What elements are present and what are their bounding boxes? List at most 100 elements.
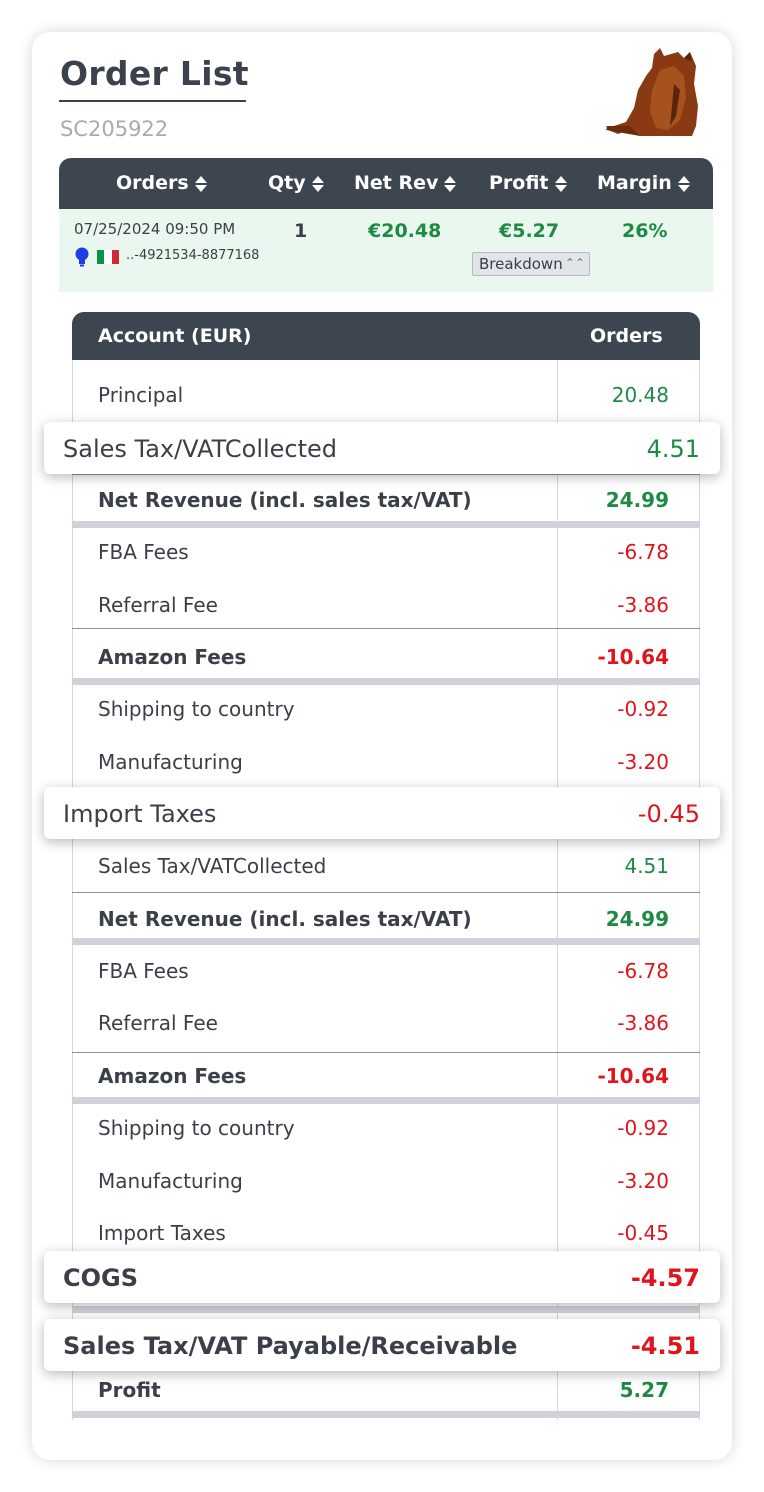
- orders-column-header[interactable]: Orders: [116, 172, 207, 194]
- row-label: Amazon Fees: [98, 1064, 247, 1088]
- row-label: Manufacturing: [98, 1169, 243, 1193]
- table-row: Shipping to country -0.92: [72, 683, 700, 735]
- order-date: 07/25/2024 09:50 PM: [74, 220, 236, 238]
- order-id[interactable]: ..-4921534-8877168: [126, 248, 260, 263]
- section-divider: [72, 678, 700, 685]
- chevron-up-icon: ⌃⌃: [564, 256, 585, 270]
- order-margin: 26%: [622, 220, 668, 242]
- row-divider: [72, 892, 700, 893]
- row-value: -3.20: [617, 750, 669, 774]
- section-divider: [72, 1411, 700, 1418]
- table-row: Referral Fee -3.86: [72, 579, 700, 631]
- table-row: Amazon Fees -10.64: [72, 1050, 700, 1102]
- sort-icon: [554, 175, 567, 193]
- orders-table-header: Orders Qty Net Rev Profit Margin: [59, 158, 713, 209]
- qty-header-label: Qty: [268, 172, 306, 194]
- section-divider: [72, 1097, 700, 1104]
- table-row: Referral Fee -3.86: [72, 997, 700, 1049]
- table-row: Sales Tax/VATCollected 4.51: [72, 840, 700, 892]
- row-value: -10.64: [597, 645, 669, 669]
- row-label: Net Revenue (incl. sales tax/VAT): [98, 907, 472, 931]
- row-label: Shipping to country: [98, 697, 295, 721]
- row-value: 4.51: [646, 435, 700, 463]
- row-label: Manufacturing: [98, 750, 243, 774]
- row-divider: [72, 1052, 700, 1053]
- lightbulb-icon: [75, 247, 89, 267]
- row-label: Referral Fee: [98, 1011, 218, 1035]
- column-divider: [557, 360, 558, 1420]
- row-value: -6.78: [617, 959, 669, 983]
- row-label: COGS: [63, 1264, 138, 1292]
- row-value: -0.45: [637, 800, 700, 828]
- table-row: FBA Fees -6.78: [72, 945, 700, 997]
- row-value: -3.20: [617, 1169, 669, 1193]
- highlighted-row: Sales Tax/VAT Payable/Receivable -4.51: [44, 1319, 720, 1371]
- order-row[interactable]: [59, 209, 713, 292]
- row-value: -10.64: [597, 1064, 669, 1088]
- account-table-header: Account (EUR) Orders: [72, 312, 700, 360]
- row-value: -0.92: [617, 697, 669, 721]
- table-row: Import Taxes -0.45: [72, 1207, 700, 1259]
- order-profit: €5.27: [499, 220, 560, 242]
- row-label: Sales Tax/VAT Payable/Receivable: [63, 1332, 518, 1360]
- highlighted-row: Sales Tax/VATCollected 4.51: [44, 422, 720, 474]
- highlighted-row: COGS -4.57: [44, 1251, 720, 1303]
- row-value: 24.99: [605, 907, 669, 931]
- table-row: Shipping to country -0.92: [72, 1102, 700, 1154]
- title-underline: [59, 100, 246, 102]
- section-divider: [72, 1306, 700, 1313]
- row-value: -3.86: [617, 593, 669, 617]
- row-value: 5.27: [619, 1378, 669, 1402]
- breakdown-label: Breakdown: [479, 255, 563, 273]
- orders-header-label: Orders: [116, 172, 189, 194]
- table-row: Profit 5.27: [72, 1364, 700, 1416]
- row-value: -0.45: [617, 1221, 669, 1245]
- row-label: Import Taxes: [98, 1221, 226, 1245]
- margin-column-header[interactable]: Margin: [597, 172, 690, 194]
- net-rev-header-label: Net Rev: [354, 172, 439, 194]
- row-value: -3.86: [617, 1011, 669, 1035]
- section-divider: [72, 938, 700, 945]
- row-label: Sales Tax/VATCollected: [98, 854, 327, 878]
- table-row: Principal 20.48: [72, 369, 700, 421]
- row-value: 4.51: [624, 854, 669, 878]
- section-divider: [72, 521, 700, 528]
- net-rev-column-header[interactable]: Net Rev: [354, 172, 457, 194]
- row-label: FBA Fees: [98, 959, 189, 983]
- order-qty: 1: [294, 220, 308, 242]
- row-divider: [72, 628, 700, 629]
- table-row: Amazon Fees -10.64: [72, 631, 700, 683]
- row-label: Import Taxes: [63, 800, 217, 828]
- order-net-rev: €20.48: [368, 220, 442, 242]
- sort-icon: [677, 175, 690, 193]
- account-header-label: Account (EUR): [98, 325, 252, 347]
- account-table-body: [72, 360, 700, 1420]
- row-label: Referral Fee: [98, 593, 218, 617]
- table-row: FBA Fees -6.78: [72, 526, 700, 578]
- profit-column-header[interactable]: Profit: [489, 172, 567, 194]
- row-label: FBA Fees: [98, 540, 189, 564]
- highlighted-row: Import Taxes -0.45: [44, 787, 720, 839]
- row-value: -0.92: [617, 1116, 669, 1140]
- page-title: Order List: [60, 54, 249, 93]
- table-row: Manufacturing -3.20: [72, 1155, 700, 1207]
- page-subtitle: SC205922: [60, 117, 169, 141]
- qty-column-header[interactable]: Qty: [268, 172, 324, 194]
- row-label: Shipping to country: [98, 1116, 295, 1140]
- sort-icon: [194, 175, 207, 193]
- sort-icon: [311, 175, 324, 193]
- margin-header-label: Margin: [597, 172, 672, 194]
- row-label: Net Revenue (incl. sales tax/VAT): [98, 488, 472, 512]
- row-label: Amazon Fees: [98, 645, 247, 669]
- row-label: Profit: [98, 1378, 161, 1402]
- row-value: -4.57: [630, 1264, 700, 1292]
- row-divider: [72, 474, 700, 475]
- cat-logo-icon: [606, 48, 698, 136]
- orders-header-label: Orders: [590, 325, 663, 347]
- row-value: -6.78: [617, 540, 669, 564]
- row-value: 20.48: [611, 383, 669, 407]
- profit-header-label: Profit: [489, 172, 549, 194]
- row-label: Principal: [98, 383, 184, 407]
- breakdown-button[interactable]: Breakdown ⌃⌃: [472, 252, 590, 276]
- row-value: 24.99: [605, 488, 669, 512]
